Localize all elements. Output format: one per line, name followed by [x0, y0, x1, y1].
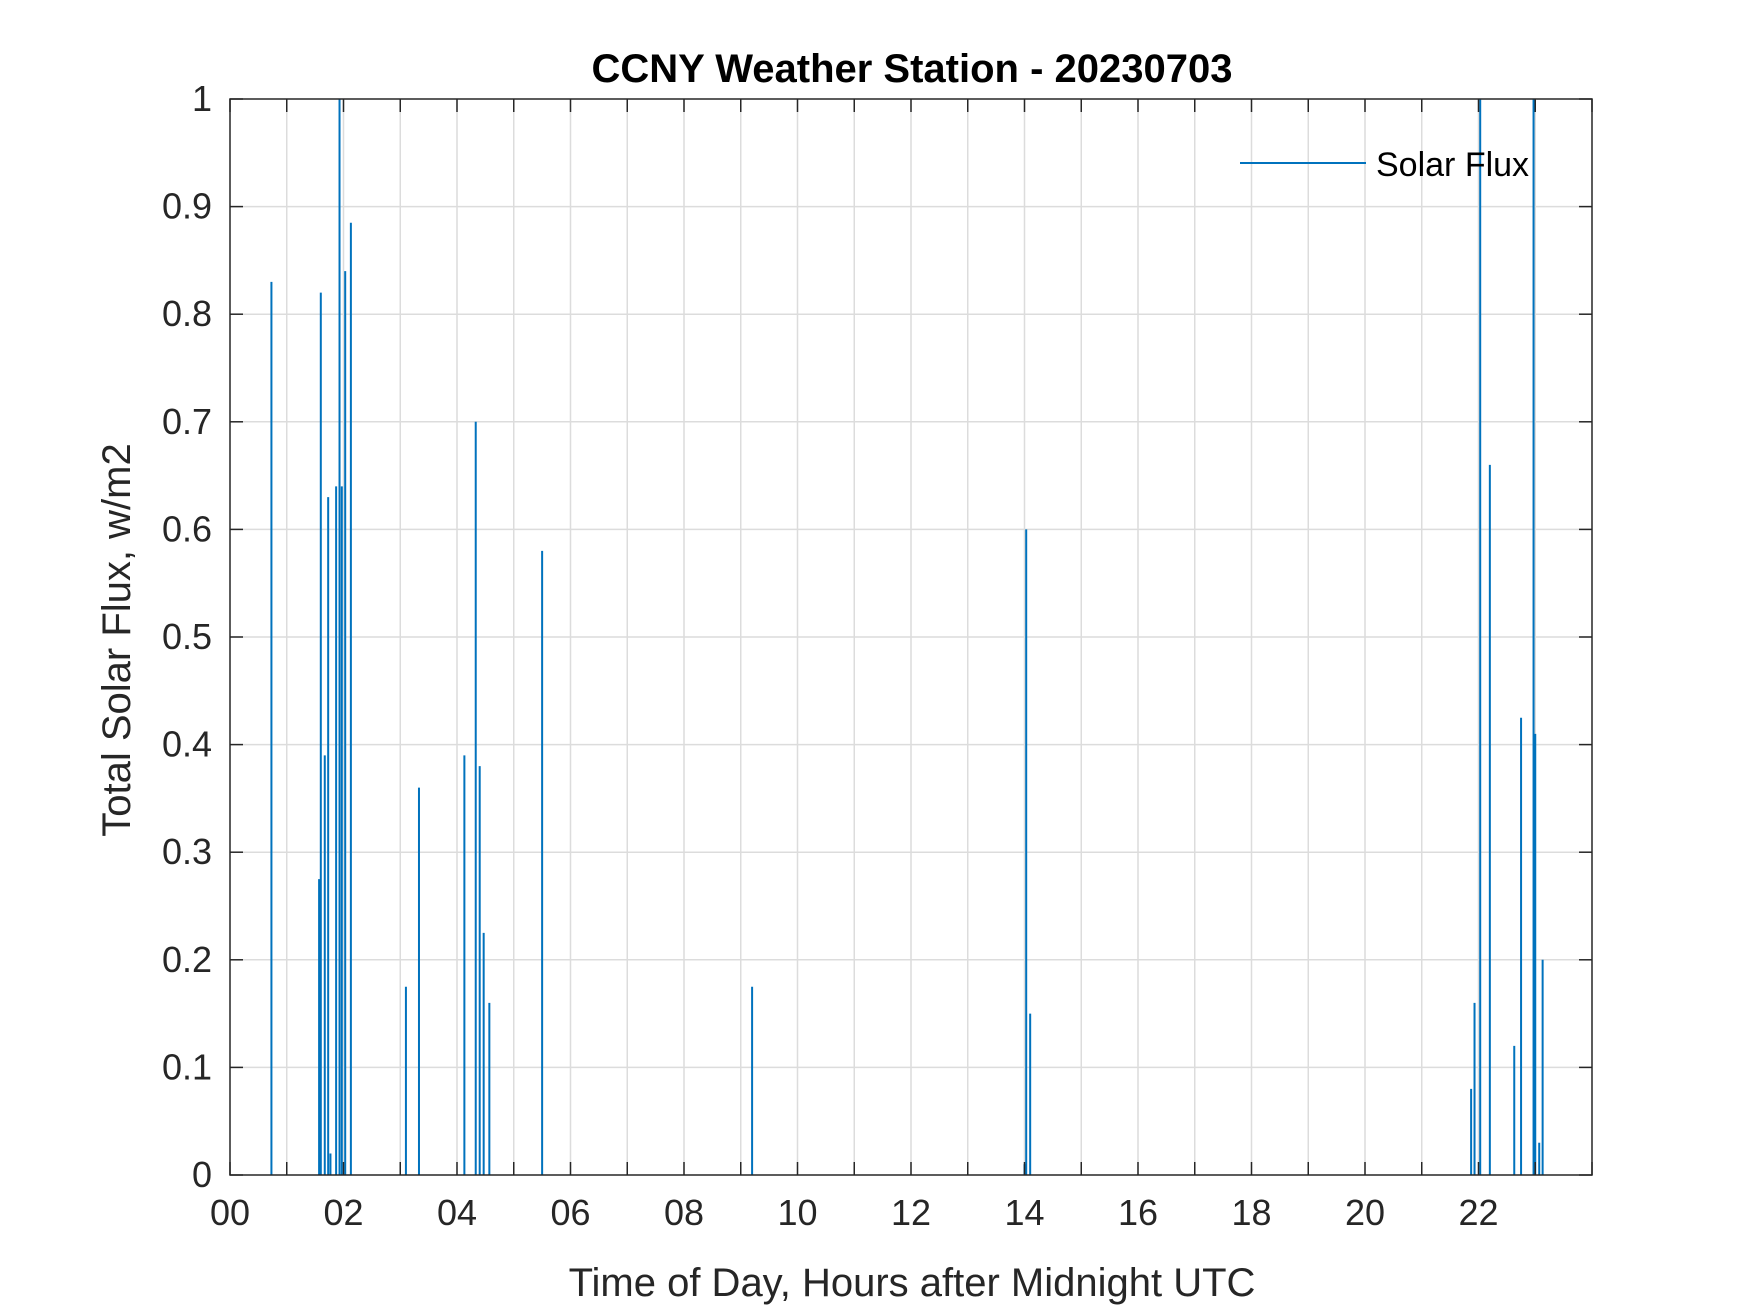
y-tick-label: 0.2	[162, 939, 212, 980]
x-tick-label: 06	[550, 1192, 590, 1233]
x-tick-label: 10	[777, 1192, 817, 1233]
x-tick-label: 22	[1458, 1192, 1498, 1233]
y-tick-label: 0.8	[162, 293, 212, 334]
x-tick-label: 18	[1231, 1192, 1271, 1233]
x-tick-label: 00	[210, 1192, 250, 1233]
y-tick-label: 0.3	[162, 831, 212, 872]
legend-label-solar-flux: Solar Flux	[1376, 146, 1529, 184]
y-tick-label: 0.5	[162, 616, 212, 657]
x-tick-label: 04	[437, 1192, 477, 1233]
x-axis-label: Time of Day, Hours after Midnight UTC	[569, 1261, 1256, 1305]
x-tick-labels: 00 02 04 06 08 10 12 14 16 18 20 22	[210, 1192, 1499, 1233]
y-tick-labels: 0 0.1 0.2 0.3 0.4 0.5 0.6 0.7 0.8 0.9 1	[162, 78, 212, 1195]
y-tick-label: 0.1	[162, 1046, 212, 1087]
x-tick-label: 12	[891, 1192, 931, 1233]
y-tick-label: 0.9	[162, 186, 212, 227]
y-tick-label: 1	[192, 78, 212, 119]
grid	[230, 99, 1592, 1175]
x-tick-label: 20	[1345, 1192, 1385, 1233]
series-solar-flux	[270, 99, 1544, 1175]
y-tick-label: 0.4	[162, 724, 212, 765]
x-tick-label: 16	[1118, 1192, 1158, 1233]
x-tick-label: 14	[1004, 1192, 1044, 1233]
y-tick-label: 0.7	[162, 401, 212, 442]
y-axis-label: Total Solar Flux, w/m2	[95, 443, 139, 836]
y-tick-label: 0	[192, 1154, 212, 1195]
x-tick-label: 02	[323, 1192, 363, 1233]
x-tick-label: 08	[664, 1192, 704, 1233]
plot-frame	[229, 98, 1593, 1176]
legend: Solar Flux	[1240, 146, 1529, 184]
y-tick-label: 0.6	[162, 508, 212, 549]
chart-title: CCNY Weather Station - 20230703	[592, 47, 1233, 91]
